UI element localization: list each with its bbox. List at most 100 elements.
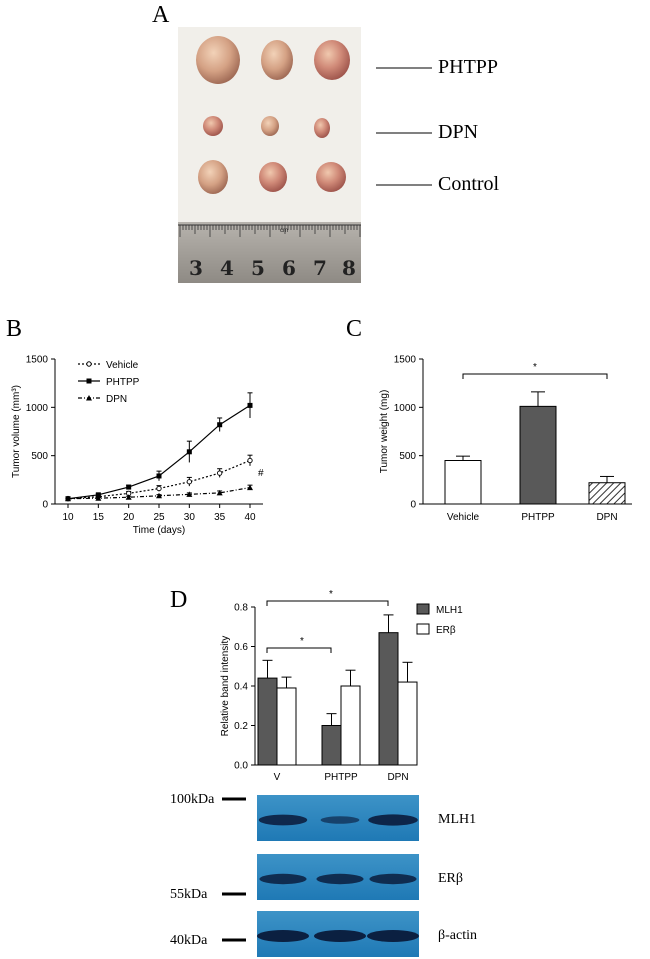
photo-label-control: Control — [438, 173, 500, 195]
tumor — [314, 118, 330, 138]
data-point — [247, 402, 253, 408]
tumor — [259, 162, 287, 192]
data-point — [65, 495, 71, 502]
y-tick-label: 1000 — [26, 403, 49, 414]
tumor — [261, 40, 293, 80]
y-tick-label: 0.6 — [234, 642, 248, 653]
band-label: β-actin — [438, 928, 477, 943]
y-tick-label: 1500 — [26, 355, 49, 366]
data-point — [217, 422, 223, 428]
panel-label-d: D — [170, 587, 188, 613]
legend-label: ERβ — [436, 625, 456, 636]
y-tick-label: 0 — [410, 500, 416, 511]
band-label: MLH1 — [438, 812, 476, 827]
tumor — [316, 162, 346, 192]
legend-swatch — [416, 623, 430, 635]
data-point — [95, 495, 102, 501]
significance-mark: * — [533, 362, 537, 373]
bar-dpn — [588, 482, 626, 505]
data-point — [156, 485, 162, 492]
legend-label: Vehicle — [106, 360, 139, 371]
ruler-number: 5 — [251, 256, 265, 280]
y-tick-label: 0.8 — [234, 603, 248, 614]
significance-bracket — [462, 373, 608, 379]
marker-label: 40kDa — [170, 933, 208, 948]
y-tick-label: 0 — [42, 500, 48, 511]
photo-label-dpn: DPN — [438, 121, 479, 143]
data-point — [247, 484, 253, 491]
y-tick-label: 0.0 — [234, 761, 248, 772]
tumors-phtpp — [196, 36, 350, 84]
x-tick-label: PHTPP — [324, 772, 358, 783]
x-tick-label: Vehicle — [447, 512, 480, 523]
x-tick-label: V — [274, 772, 281, 783]
tumor — [198, 160, 228, 194]
x-tick-label: DPN — [596, 512, 617, 523]
y-tick-label: 1500 — [394, 355, 417, 366]
tumor — [261, 116, 279, 136]
bar-phtpp — [519, 405, 557, 505]
x-tick-label: PHTPP — [521, 512, 555, 523]
significance-mark: * — [300, 636, 304, 647]
panel-label-a: A — [152, 2, 170, 28]
y-tick-label: 1000 — [394, 403, 417, 414]
panel-label-b: B — [6, 316, 23, 342]
data-point — [95, 492, 101, 498]
x-tick-label: DPN — [387, 772, 408, 783]
y-tick-label: 500 — [31, 451, 48, 462]
ruler-number: 7 — [313, 256, 327, 280]
data-point — [186, 491, 193, 497]
tumor — [203, 116, 223, 136]
y-tick-label: 0.4 — [234, 682, 248, 693]
blot-band — [316, 873, 364, 885]
ruler-unit: cm — [280, 228, 288, 234]
blot-band — [258, 814, 308, 826]
x-tick-label: 10 — [62, 512, 74, 523]
data-point — [125, 494, 132, 500]
legend-swatch — [416, 603, 430, 615]
data-point — [126, 484, 132, 490]
significance-mark: # — [258, 468, 264, 479]
y-axis-label: Relative band intensity — [220, 636, 231, 737]
data-point — [156, 492, 162, 499]
x-axis-label: Time (days) — [133, 525, 185, 536]
legend-marker — [86, 395, 92, 401]
bar-erβ — [276, 687, 297, 766]
blot-band — [367, 930, 419, 942]
ruler — [178, 222, 361, 283]
x-tick-label: 20 — [123, 512, 135, 523]
tumor — [196, 36, 240, 84]
ruler-numbers: 3 4 5 6 7 8 — [189, 256, 356, 280]
ruler-number: 3 — [189, 256, 203, 280]
bar-erβ — [340, 685, 361, 766]
legend-label: MLH1 — [436, 605, 463, 616]
bar-vehicle — [444, 460, 482, 505]
x-tick-label: 25 — [153, 512, 165, 523]
marker-label: 100kDa — [170, 792, 215, 807]
y-tick-label: 500 — [399, 451, 416, 462]
y-tick-label: 0.2 — [234, 721, 248, 732]
blot-band — [368, 814, 418, 826]
significance-bracket — [266, 600, 389, 606]
data-point — [247, 457, 253, 464]
x-tick-label: 35 — [214, 512, 226, 523]
blot-band — [257, 930, 309, 942]
tumor-photo: 3 4 5 6 7 8 cm — [178, 27, 432, 283]
legend-marker — [86, 378, 92, 384]
ruler-number: 6 — [282, 256, 296, 280]
panel-label-c: C — [346, 316, 363, 342]
x-tick-label: 40 — [244, 512, 256, 523]
blot-band — [320, 816, 360, 824]
x-tick-label: 30 — [184, 512, 196, 523]
tumor — [314, 40, 350, 80]
tumors-control — [198, 160, 346, 194]
data-point — [186, 449, 192, 455]
data-point — [186, 479, 192, 485]
significance-mark: * — [329, 589, 333, 600]
legend-label: PHTPP — [106, 377, 140, 388]
significance-bracket — [266, 647, 332, 653]
